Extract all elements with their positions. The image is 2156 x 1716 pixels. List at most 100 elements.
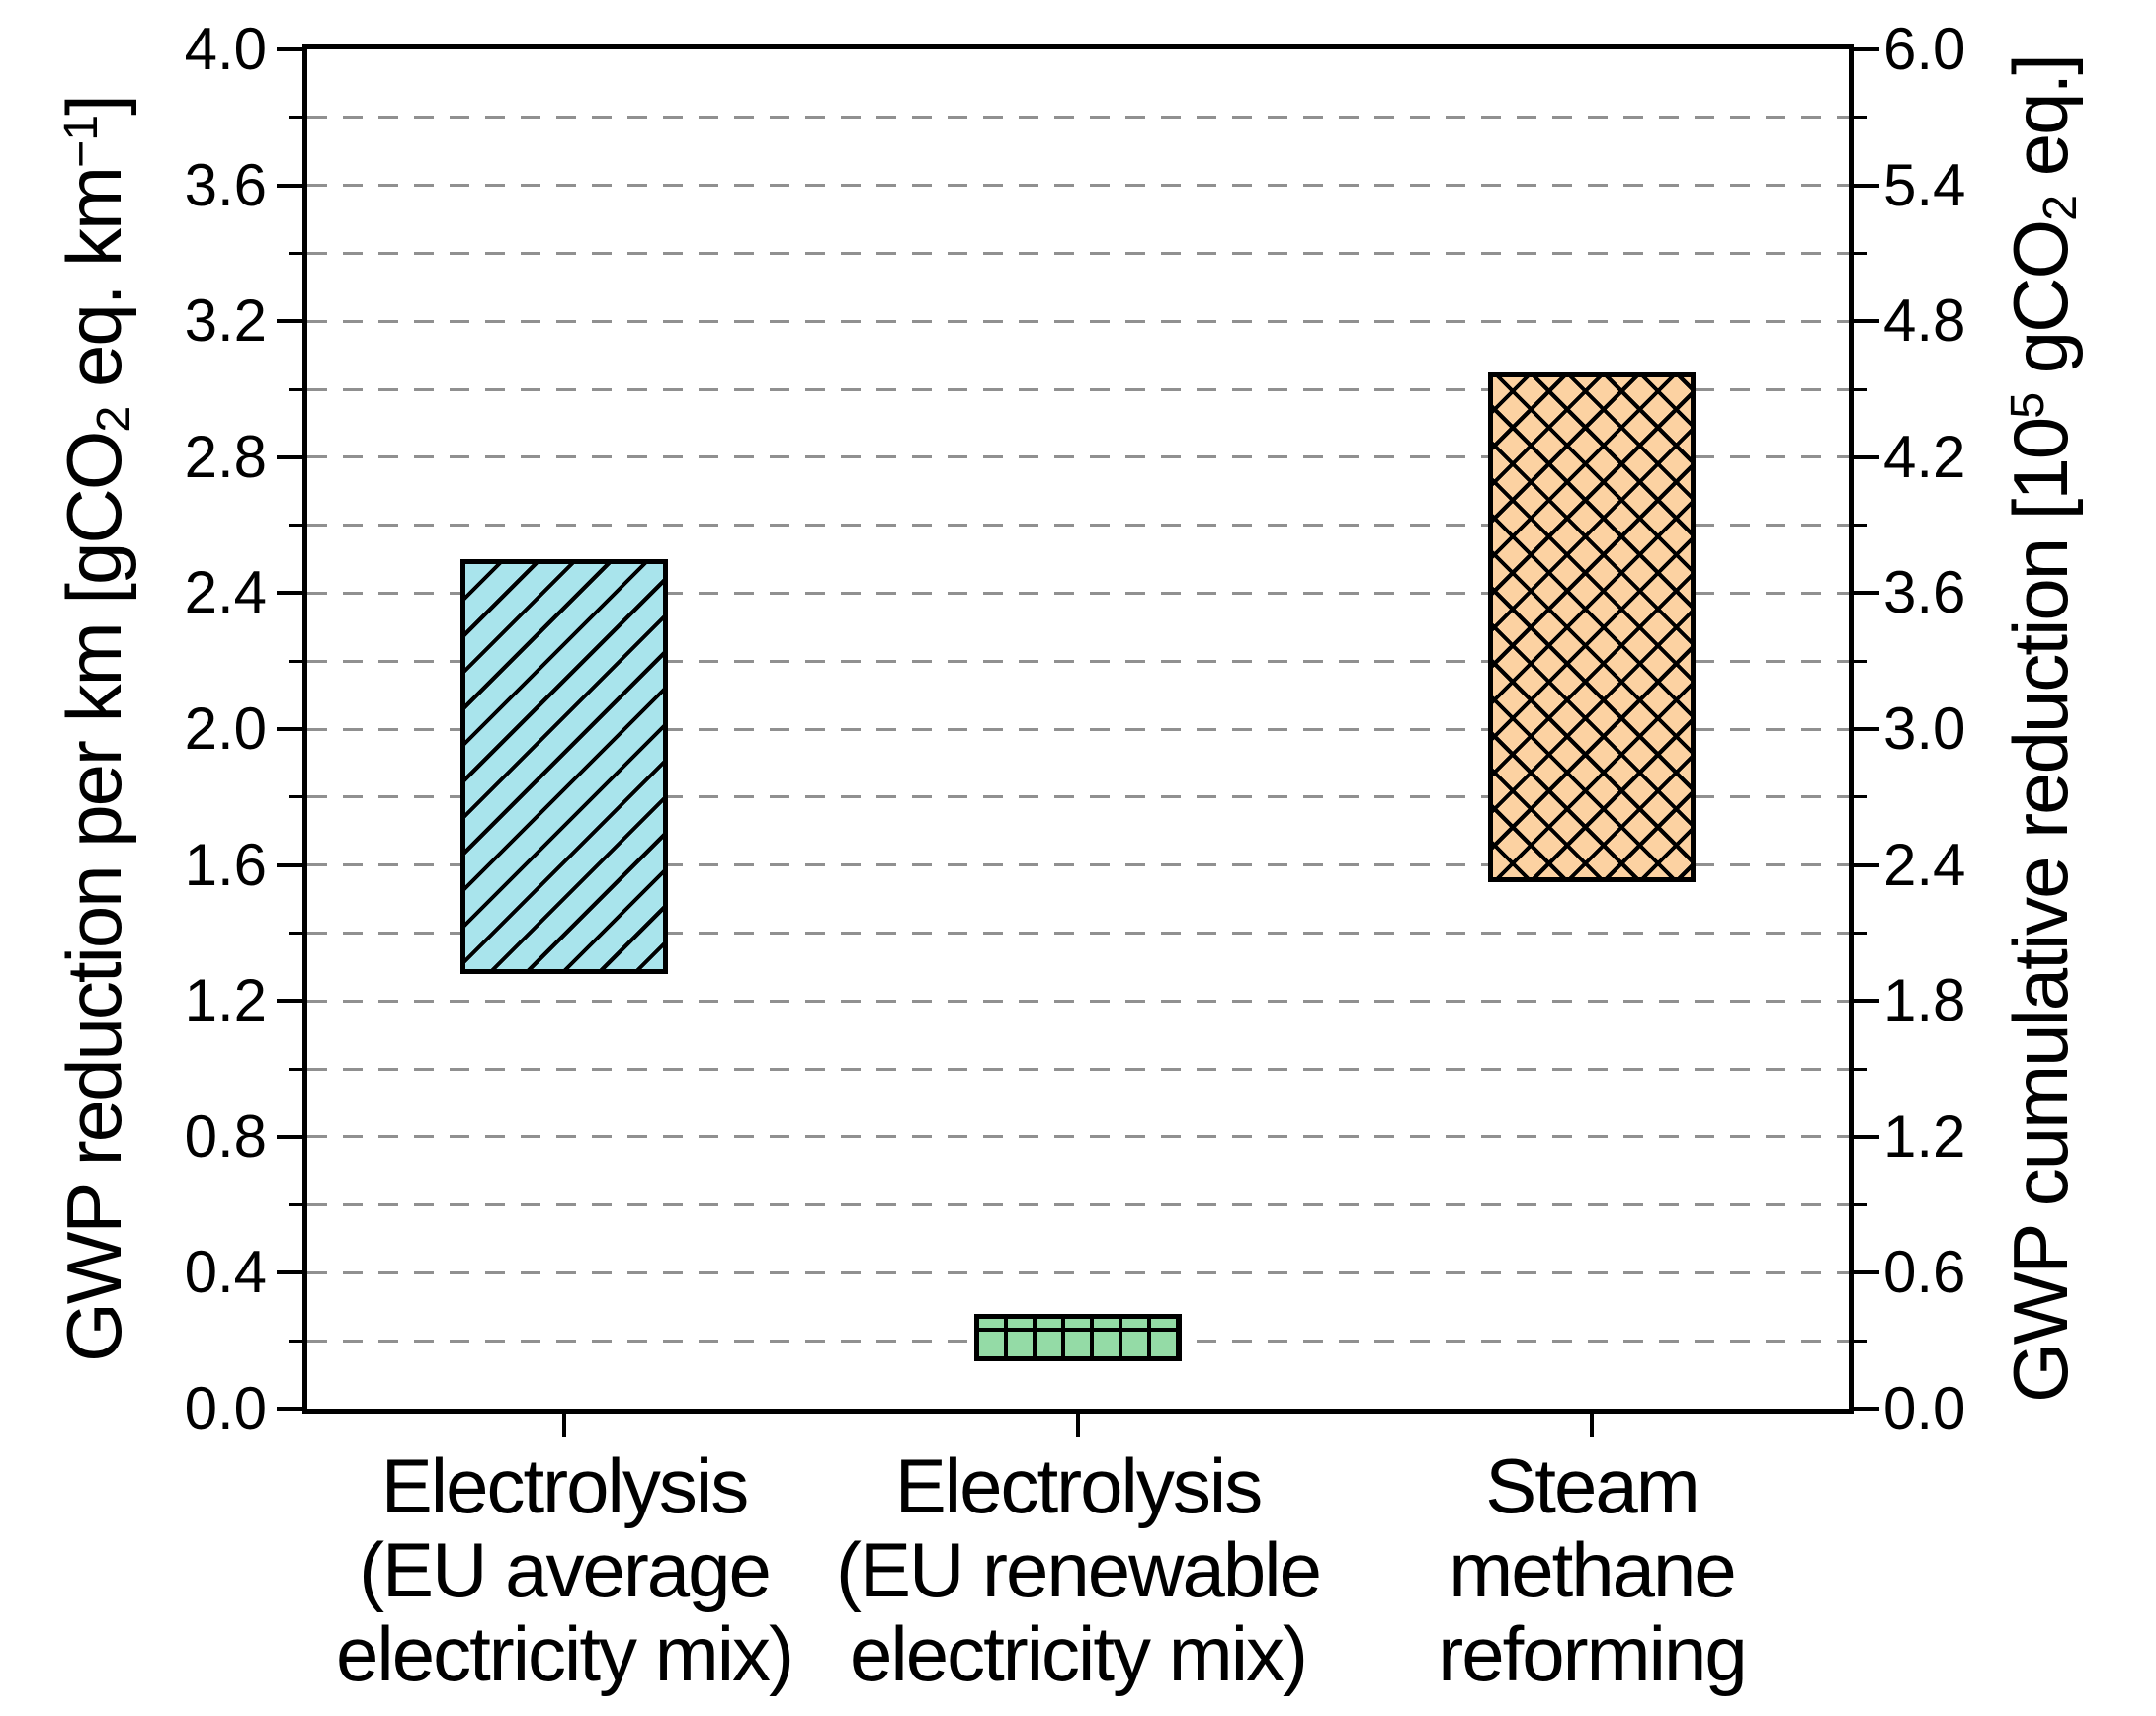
y-axis-tick-label-right: 0.0 xyxy=(1883,1375,1966,1441)
y-axis-tick-left-minor xyxy=(289,116,302,120)
gridline xyxy=(307,727,1849,731)
y-axis-tick-label-right: 4.2 xyxy=(1883,423,1966,490)
y-axis-tick-left-major xyxy=(277,319,302,324)
y-axis-tick-right-major xyxy=(1854,454,1879,459)
y-axis-tick-left-major xyxy=(277,1407,302,1411)
y-axis-tick-label-left: 1.2 xyxy=(184,967,267,1034)
x-axis-category-label-line: (EU renewable xyxy=(836,1526,1322,1613)
gridline xyxy=(307,251,1849,255)
x-axis-category-label-line: electricity mix) xyxy=(849,1610,1308,1697)
y-axis-tick-label-right: 0.6 xyxy=(1883,1239,1966,1306)
y-axis-tick-left-minor xyxy=(289,524,302,528)
y-axis-tick-left-minor xyxy=(289,251,302,255)
gridline xyxy=(307,319,1849,323)
y-axis-tick-label-right: 4.8 xyxy=(1883,287,1966,355)
y-axis-tick-label-right: 1.2 xyxy=(1883,1103,1966,1170)
plot-area xyxy=(302,44,1854,1414)
x-axis-category-label-line: (EU average xyxy=(359,1526,772,1613)
y-axis-tick-left-minor xyxy=(289,1203,302,1207)
y-axis-tick-right-minor xyxy=(1854,1339,1867,1343)
right-axis-title: GWP cumulative reduction [105 gCO2 eq.] xyxy=(1997,55,2087,1403)
bar-electrolysis-eu-renewable-electricity-mix xyxy=(974,1313,1182,1361)
y-axis-tick-left-minor xyxy=(289,1339,302,1343)
y-axis-tick-label-right: 3.0 xyxy=(1883,695,1966,762)
y-axis-tick-left-major xyxy=(277,1270,302,1275)
bar-electrolysis-eu-average-electricity-mix xyxy=(460,559,668,974)
gridline xyxy=(307,1270,1849,1274)
y-axis-tick-label-right: 6.0 xyxy=(1883,16,1966,82)
y-axis-tick-left-major xyxy=(277,1134,302,1139)
y-axis-tick-left-major xyxy=(277,999,302,1004)
y-axis-tick-left-major xyxy=(277,727,302,731)
y-axis-tick-label-left: 1.6 xyxy=(184,831,267,898)
gridline xyxy=(307,1203,1849,1207)
x-axis-category-label: Electrolysis (EU renewable electricity mix… xyxy=(633,1444,1523,1696)
y-axis-tick-right-major xyxy=(1854,47,1879,51)
x-axis-category-label-line: Electrolysis xyxy=(894,1442,1263,1529)
y-axis-tick-left-minor xyxy=(289,1067,302,1071)
y-axis-tick-right-minor xyxy=(1854,524,1867,528)
y-axis-tick-label-right: 5.4 xyxy=(1883,151,1966,218)
y-axis-tick-right-major xyxy=(1854,862,1879,867)
y-axis-tick-right-major xyxy=(1854,591,1879,596)
y-axis-tick-label-left: 4.0 xyxy=(184,16,267,82)
y-axis-tick-right-minor xyxy=(1854,931,1867,935)
y-axis-tick-left-minor xyxy=(289,387,302,391)
y-axis-tick-right-minor xyxy=(1854,1203,1867,1207)
x-axis-category-label-line: Steam xyxy=(1485,1442,1700,1529)
bar-steam-methane-reforming xyxy=(1488,371,1696,882)
y-axis-tick-left-minor xyxy=(289,659,302,663)
y-axis-tick-left-major xyxy=(277,47,302,51)
x-axis-category-label: Steam methane reforming xyxy=(1147,1444,2036,1696)
x-axis-category-label: Electrolysis (EU average electricity mix) xyxy=(120,1444,1009,1696)
y-axis-tick-label-left: 0.4 xyxy=(184,1239,267,1306)
y-axis-tick-label-left: 2.4 xyxy=(184,559,267,626)
gridline xyxy=(307,1067,1849,1071)
plot-inner xyxy=(307,49,1849,1409)
y-axis-tick-left-minor xyxy=(289,931,302,935)
gridline xyxy=(307,999,1849,1003)
y-axis-tick-right-major xyxy=(1854,999,1879,1004)
y-axis-tick-left-major xyxy=(277,862,302,867)
gridline xyxy=(307,931,1849,935)
y-axis-tick-label-left: 2.8 xyxy=(184,423,267,490)
y-axis-tick-right-minor xyxy=(1854,795,1867,799)
gridline xyxy=(307,659,1849,663)
y-axis-tick-right-major xyxy=(1854,1270,1879,1275)
gridline xyxy=(307,795,1849,799)
y-axis-tick-right-major xyxy=(1854,183,1879,188)
y-axis-tick-right-minor xyxy=(1854,1067,1867,1071)
y-axis-tick-left-major xyxy=(277,591,302,596)
gridline xyxy=(307,1135,1849,1139)
gridline xyxy=(307,184,1849,188)
y-axis-tick-right-minor xyxy=(1854,116,1867,120)
y-axis-tick-label-left: 2.0 xyxy=(184,695,267,762)
gridline xyxy=(307,116,1849,120)
y-axis-tick-right-minor xyxy=(1854,659,1867,663)
x-axis-category-label-line: reforming xyxy=(1438,1610,1747,1697)
x-axis-tick xyxy=(1590,1414,1594,1437)
y-axis-tick-label-left: 0.8 xyxy=(184,1103,267,1170)
x-axis-category-label-line: methane xyxy=(1449,1526,1737,1613)
y-axis-tick-right-major xyxy=(1854,727,1879,731)
y-axis-tick-label-right: 3.6 xyxy=(1883,559,1966,626)
x-axis-tick xyxy=(562,1414,566,1437)
y-axis-tick-right-minor xyxy=(1854,251,1867,255)
y-axis-tick-label-right: 1.8 xyxy=(1883,967,1966,1034)
y-axis-tick-label-left: 0.0 xyxy=(184,1375,267,1441)
y-axis-tick-label-right: 2.4 xyxy=(1883,831,1966,898)
x-axis-category-label-line: electricity mix) xyxy=(335,1610,794,1697)
y-axis-tick-label-left: 3.2 xyxy=(184,287,267,355)
x-axis-tick xyxy=(1076,1414,1080,1437)
gridline xyxy=(307,591,1849,595)
y-axis-tick-right-minor xyxy=(1854,387,1867,391)
y-axis-tick-left-major xyxy=(277,454,302,459)
y-axis-tick-right-major xyxy=(1854,1134,1879,1139)
y-axis-tick-label-left: 3.6 xyxy=(184,151,267,218)
y-axis-tick-left-major xyxy=(277,183,302,188)
y-axis-tick-right-major xyxy=(1854,1407,1879,1411)
gridline xyxy=(307,524,1849,528)
gridline xyxy=(307,387,1849,391)
y-axis-tick-left-minor xyxy=(289,795,302,799)
